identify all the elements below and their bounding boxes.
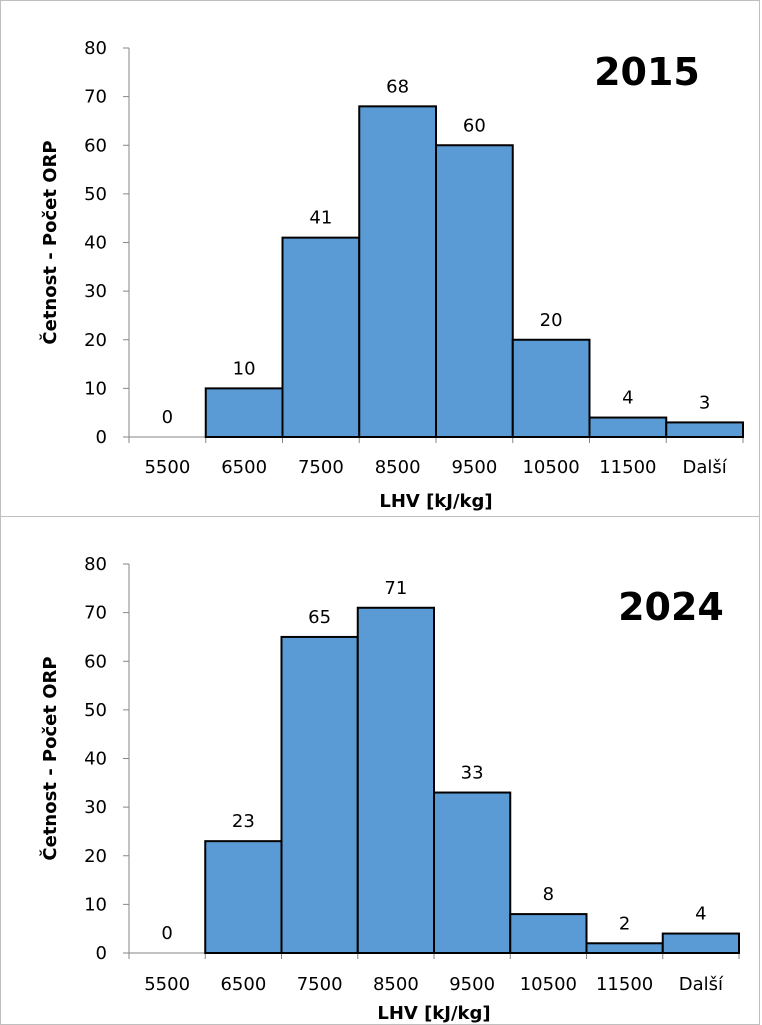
x-tick-label: 5500 (144, 974, 190, 995)
bar-data-label: 33 (461, 763, 484, 784)
x-tick-label: 10500 (520, 974, 577, 995)
x-tick-label: 6500 (221, 457, 267, 478)
y-axis-title: Četnost - Počet ORP (39, 656, 61, 860)
bar-data-label: 2 (619, 913, 630, 934)
x-tick-label: Další (682, 457, 727, 478)
x-tick-label: 8500 (375, 457, 421, 478)
histogram-panel-2015: 0 10 20 30 40 50 60 70 80 0 5500 10 6500 41 7500 68 8500… (0, 0, 760, 517)
bar-data-label: 10 (233, 358, 256, 379)
bar-data-label: 68 (386, 76, 409, 97)
x-tick-label: 6500 (220, 974, 266, 995)
x-tick-label: 7500 (297, 974, 343, 995)
x-tick-label: 9500 (449, 974, 495, 995)
y-axis-title: Četnost - Počet ORP (39, 140, 61, 344)
y-tick-label: 20 (84, 846, 107, 867)
y-tick-label: 50 (84, 184, 107, 205)
histogram-bar (665, 421, 744, 439)
y-tick-label: 60 (84, 135, 107, 156)
bar-data-label: 20 (540, 310, 563, 331)
bar-data-label: 0 (161, 923, 172, 944)
x-tick-label: 11500 (596, 974, 653, 995)
bar-data-label: 65 (308, 607, 331, 628)
x-tick-label: 11500 (599, 457, 656, 478)
y-tick-label: 40 (84, 749, 107, 770)
x-axis-title: LHV [kJ/kg] (377, 1003, 490, 1024)
histogram-chart-2015: 0 10 20 30 40 50 60 70 80 0 5500 10 6500 41 7500 68 8500… (39, 38, 744, 512)
bar-data-label: 0 (162, 407, 173, 428)
chart-title: 2024 (618, 585, 724, 629)
y-tick-label: 10 (84, 894, 107, 915)
x-tick-label: 8500 (373, 974, 419, 995)
histogram-bar (356, 606, 435, 954)
histogram-bar (281, 236, 361, 438)
bar-data-label: 3 (699, 392, 710, 413)
y-tick-label: 10 (84, 378, 107, 399)
x-tick-label: 7500 (298, 457, 344, 478)
histogram-bar (435, 144, 514, 438)
histogram-panel-2024: 0 10 20 30 40 50 60 70 80 0 5500 23 6500 65 7500 71 8500… (0, 516, 760, 1025)
y-tick-label: 0 (96, 427, 107, 448)
bar-data-label: 23 (232, 811, 255, 832)
histogram-bar (280, 635, 359, 954)
x-tick-label: 10500 (522, 457, 579, 478)
x-tick-label: Další (679, 974, 724, 995)
y-tick-label: 20 (84, 330, 107, 351)
histogram-bar (204, 387, 284, 438)
histogram-bar (204, 840, 283, 955)
histogram-bar (509, 913, 588, 955)
x-tick-label: 9500 (451, 457, 497, 478)
bar-data-label: 41 (309, 208, 332, 229)
histogram-bar (433, 791, 512, 954)
bar-data-label: 8 (543, 884, 554, 905)
histogram-bar (588, 416, 668, 438)
chart-title: 2015 (594, 50, 700, 94)
histogram-bar (661, 932, 740, 954)
y-tick-label: 60 (84, 651, 107, 672)
bar-data-label: 71 (384, 578, 407, 599)
x-tick-label: 5500 (144, 457, 190, 478)
y-tick-label: 30 (84, 281, 107, 302)
y-tick-label: 50 (84, 700, 107, 721)
y-tick-label: 80 (84, 554, 107, 575)
bar-data-label: 4 (622, 388, 633, 409)
y-tick-label: 30 (84, 797, 107, 818)
y-tick-label: 40 (84, 233, 107, 254)
histogram-bar (511, 338, 591, 438)
y-tick-label: 70 (84, 603, 107, 624)
x-axis-title: LHV [kJ/kg] (379, 491, 492, 512)
y-tick-label: 80 (84, 38, 107, 59)
histogram-bar (585, 942, 664, 954)
bar-data-label: 4 (695, 904, 706, 925)
y-tick-label: 70 (84, 87, 107, 108)
histogram-bar (358, 105, 437, 438)
histogram-chart-2024: 0 10 20 30 40 50 60 70 80 0 5500 23 6500 65 7500 71 8500… (39, 554, 740, 1024)
y-tick-label: 0 (96, 943, 107, 964)
bar-data-label: 60 (463, 115, 486, 136)
